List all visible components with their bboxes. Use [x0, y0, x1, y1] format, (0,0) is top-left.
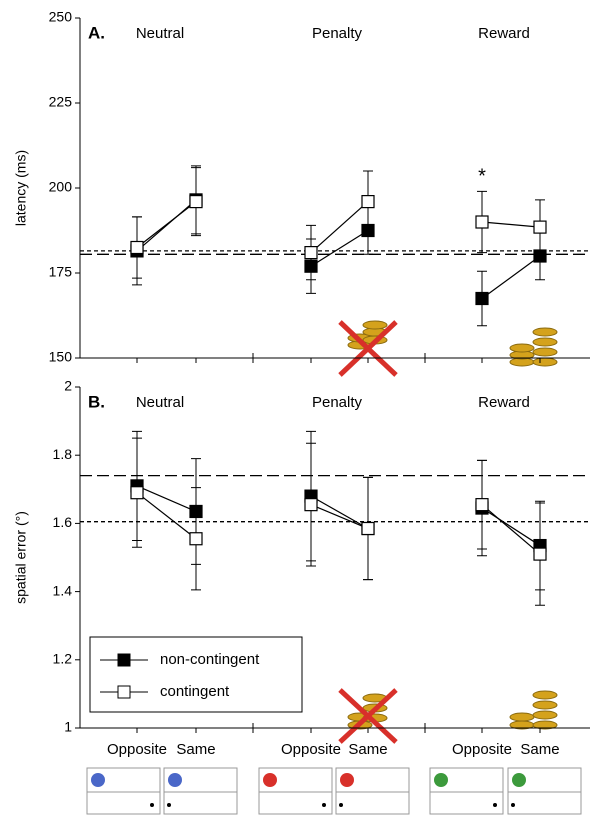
marker	[533, 220, 547, 234]
x-tick-label: Opposite	[281, 741, 341, 758]
series-line	[136, 492, 197, 540]
series-line	[136, 201, 197, 248]
legend-marker	[117, 685, 131, 699]
condition-icons	[86, 767, 582, 815]
x-tick-label: Opposite	[452, 741, 512, 758]
marker	[130, 486, 144, 500]
group-label: Penalty	[312, 25, 363, 42]
y-tick-label: 200	[49, 179, 73, 195]
y-tick-label: 150	[49, 349, 73, 365]
legend-marker	[117, 653, 131, 667]
panel-label: A.	[88, 23, 105, 42]
marker	[475, 215, 489, 229]
series-line	[310, 201, 369, 254]
marker	[130, 240, 144, 255]
marker	[475, 498, 489, 512]
y-tick-label: 250	[49, 9, 73, 25]
y-axis-label: spatial error (°)	[13, 511, 29, 604]
series-line	[481, 504, 541, 555]
y-tick-label: 1	[64, 719, 72, 735]
panel-label: B.	[88, 392, 105, 411]
series-line	[310, 229, 369, 267]
marker	[361, 195, 375, 209]
y-tick-label: 2	[64, 378, 72, 394]
group-label: Penalty	[312, 394, 363, 411]
y-tick-label: 1.6	[53, 514, 73, 530]
annotation: *	[478, 166, 486, 188]
y-tick-label: 1.4	[53, 582, 73, 598]
legend-label: contingent	[160, 683, 230, 700]
group-label: Reward	[478, 394, 530, 411]
y-tick-label: 225	[49, 94, 73, 110]
legend-box	[89, 636, 303, 713]
marker	[304, 246, 318, 260]
x-tick-label: Same	[520, 741, 559, 758]
series-line	[310, 495, 369, 530]
legend-label: non-contingent	[160, 651, 260, 668]
marker	[189, 195, 203, 209]
group-label: Neutral	[136, 25, 184, 42]
series-line	[481, 221, 541, 228]
series-line	[310, 504, 369, 530]
y-tick-label: 1.8	[53, 446, 73, 462]
series-line	[136, 485, 197, 513]
series-line	[136, 199, 197, 252]
icons	[91, 773, 526, 807]
marker	[533, 547, 547, 561]
y-tick-label: 175	[49, 264, 73, 280]
group-label: Reward	[478, 25, 530, 42]
y-tick-label: 1.2	[53, 651, 73, 667]
marker	[304, 498, 318, 512]
group-label: Neutral	[136, 394, 184, 411]
x-tick-label: Opposite	[107, 741, 167, 758]
marker	[475, 291, 489, 306]
x-tick-label: Same	[176, 741, 215, 758]
marker	[361, 521, 375, 536]
series-line	[481, 507, 541, 547]
x-tick-label: Same	[348, 741, 387, 758]
cross	[338, 320, 398, 744]
coins	[347, 320, 558, 730]
y-axis-label: latency (ms)	[13, 150, 29, 226]
series-line	[481, 255, 541, 299]
marker	[189, 532, 203, 546]
